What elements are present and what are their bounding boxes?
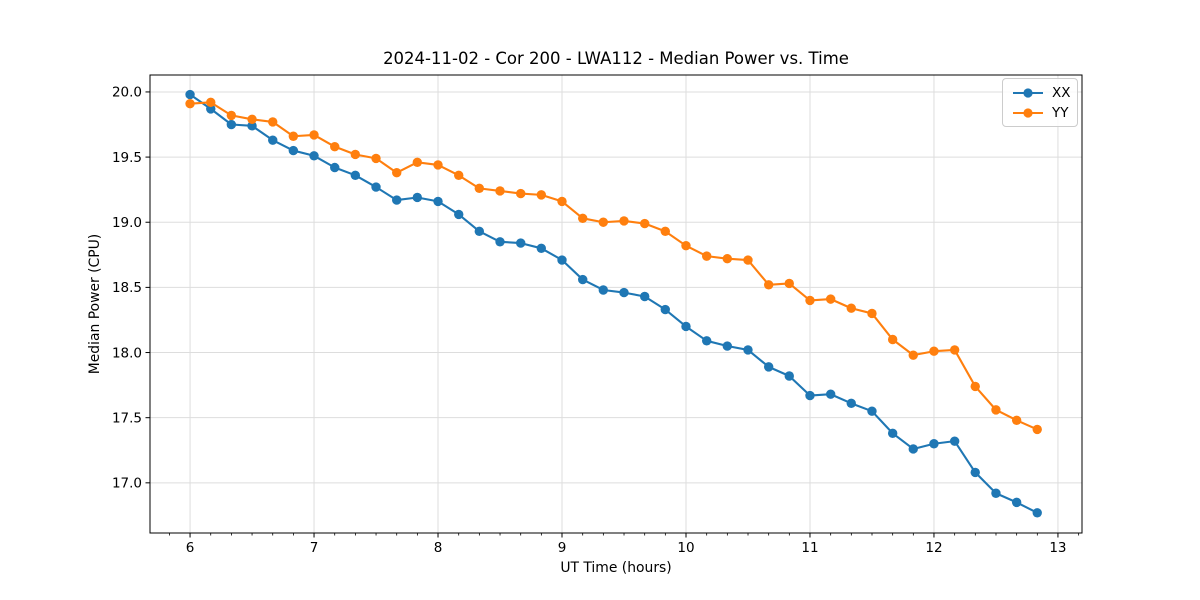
data-series xyxy=(185,89,1042,518)
svg-text:19.0: 19.0 xyxy=(112,215,142,231)
legend-line-xx-icon xyxy=(1013,87,1043,98)
svg-text:18.5: 18.5 xyxy=(112,280,142,296)
svg-text:11: 11 xyxy=(801,540,818,556)
svg-text:17.5: 17.5 xyxy=(112,410,142,426)
svg-text:12: 12 xyxy=(925,540,942,556)
tick-labels: 6 7 8 9 10 11 12 13 17.0 17.5 18.0 18.5 19.0 19.5 20.0 xyxy=(112,85,1067,556)
legend-label-yy: YY xyxy=(1052,104,1069,121)
legend-line-yy-icon xyxy=(1013,107,1043,118)
gridlines xyxy=(150,75,1082,533)
legend-entry-yy: YY xyxy=(1012,104,1071,121)
svg-text:8: 8 xyxy=(434,540,443,556)
svg-text:13: 13 xyxy=(1049,540,1066,556)
svg-text:6: 6 xyxy=(186,540,195,556)
chart-title: 2024-11-02 - Cor 200 - LWA112 - Median P… xyxy=(383,49,849,68)
svg-text:18.0: 18.0 xyxy=(112,345,142,361)
axis-ticks xyxy=(145,91,1080,538)
plot-border xyxy=(149,74,1083,534)
y-axis-label: Median Power (CPU) xyxy=(87,234,103,374)
svg-text:17.0: 17.0 xyxy=(112,476,142,492)
legend-entry-xx: XX xyxy=(1012,84,1071,101)
svg-text:19.5: 19.5 xyxy=(112,150,142,166)
svg-text:20.0: 20.0 xyxy=(112,85,142,101)
legend-label-xx: XX xyxy=(1052,84,1071,101)
legend: XX YY xyxy=(1002,78,1078,127)
svg-text:7: 7 xyxy=(310,540,319,556)
svg-text:9: 9 xyxy=(558,540,567,556)
svg-text:10: 10 xyxy=(677,540,694,556)
x-axis-label: UT Time (hours) xyxy=(560,560,671,576)
